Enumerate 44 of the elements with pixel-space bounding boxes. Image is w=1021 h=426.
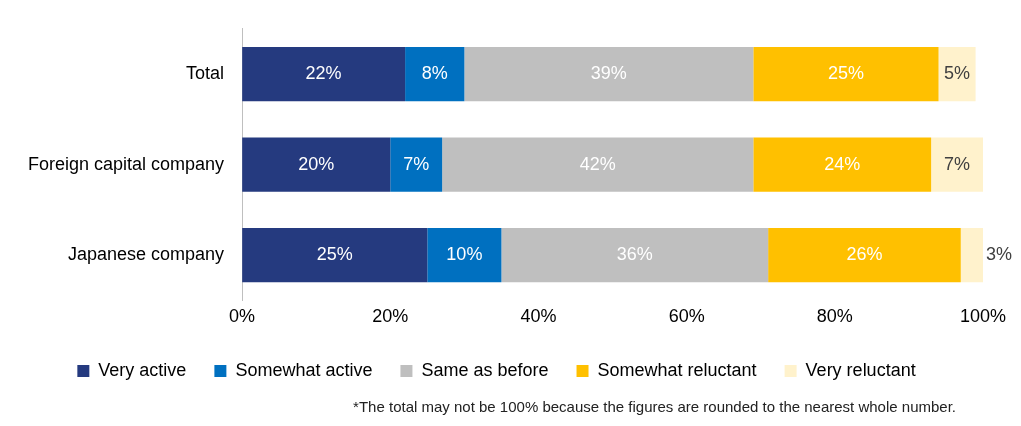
bar — [442, 137, 754, 192]
data-label: 25% — [316, 244, 353, 265]
y-tick-label: Japanese company — [67, 244, 225, 265]
legend-label: Same as before — [421, 359, 549, 380]
data-label: 7% — [944, 153, 971, 174]
data-label: 39% — [590, 63, 627, 84]
data-label: 20% — [298, 153, 335, 174]
x-tick-label: 20% — [372, 306, 409, 327]
data-label: 3% — [986, 244, 1013, 265]
bar — [753, 46, 939, 102]
bar — [768, 227, 961, 283]
y-tick-label: Foreign capital company — [27, 153, 225, 174]
legend-label: Very reluctant — [805, 359, 916, 380]
data-label: 36% — [616, 244, 653, 265]
text: *The total may not be 100% because the figures are rounded to the nearest whole number. — [353, 398, 956, 415]
legend-label: Somewhat active — [235, 359, 373, 380]
data-label: 8% — [421, 63, 448, 84]
x-tick-label: 80% — [816, 306, 853, 327]
bar — [242, 137, 391, 192]
x-tick-label: 40% — [520, 306, 557, 327]
x-tick-label: 60% — [668, 306, 705, 327]
legend-label: Somewhat reluctant — [597, 359, 757, 380]
x-tick-label: 100% — [959, 306, 1007, 327]
bar — [753, 137, 932, 192]
bar — [931, 137, 983, 192]
data-label: 22% — [305, 63, 342, 84]
y-tick-label: Total — [186, 63, 225, 84]
data-label: 25% — [827, 63, 864, 84]
data-label: 26% — [846, 244, 883, 265]
legend-label: Very active — [98, 359, 187, 380]
bar — [405, 46, 465, 102]
x-tick-label: 0% — [229, 306, 256, 327]
bar — [390, 137, 443, 192]
data-label: 5% — [944, 63, 971, 84]
data-label: 42% — [579, 153, 616, 174]
data-label: 10% — [446, 244, 483, 265]
bar — [464, 46, 754, 102]
bar — [960, 227, 983, 283]
data-label: 24% — [824, 153, 861, 174]
bar — [242, 46, 406, 102]
data-label: 7% — [403, 153, 430, 174]
bar — [242, 227, 428, 283]
bar — [501, 227, 769, 283]
bar — [427, 227, 502, 283]
